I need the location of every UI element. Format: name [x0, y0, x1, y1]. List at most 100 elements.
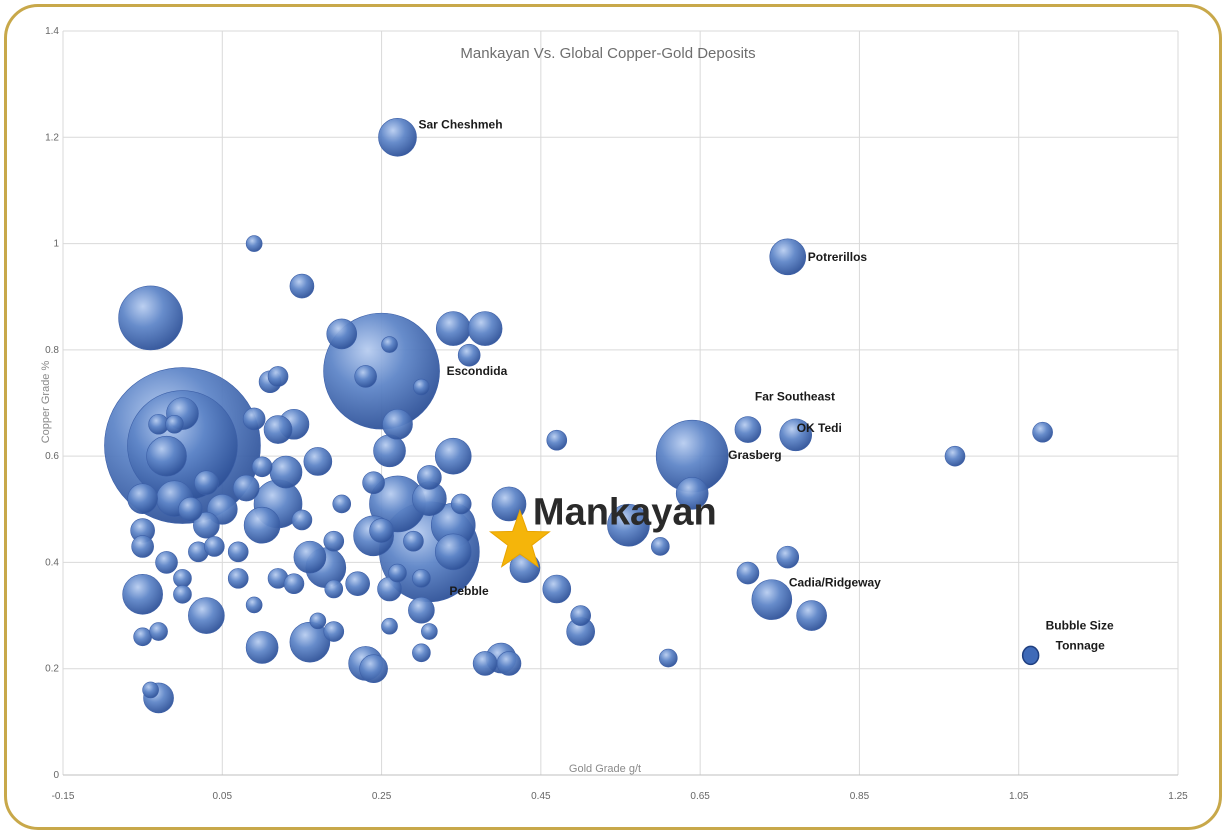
data-bubble	[779, 418, 813, 452]
legend: Bubble Size Tonnage	[1021, 618, 1114, 666]
y-tick-label: 0	[53, 770, 59, 781]
data-bubble	[417, 465, 442, 490]
y-tick-label: 1.4	[45, 26, 59, 37]
data-bubble	[434, 533, 472, 571]
x-tick-label: 0.05	[213, 791, 233, 802]
data-bubble	[127, 483, 158, 514]
data-bubble	[243, 506, 281, 544]
data-bubble	[658, 648, 678, 668]
data-bubble	[362, 471, 385, 495]
data-bubble	[491, 486, 527, 522]
data-bubble	[345, 571, 370, 596]
x-tick-label: 0.45	[531, 791, 551, 802]
legend-bubble	[1021, 645, 1040, 666]
data-bubble	[149, 622, 168, 641]
data-bubble	[118, 285, 183, 351]
bubble-label: Pebble	[449, 584, 489, 598]
data-bubble	[289, 273, 315, 299]
data-bubble	[388, 563, 407, 583]
data-bubble	[413, 378, 430, 396]
legend-label-line1: Bubble Size	[1046, 618, 1114, 632]
data-bubble	[332, 494, 352, 514]
data-bubble	[289, 621, 331, 663]
data-bubble	[359, 654, 388, 684]
data-bubble	[323, 621, 345, 642]
data-bubble	[133, 627, 152, 647]
data-bubble	[173, 585, 192, 604]
x-tick-label: -0.15	[52, 791, 75, 802]
data-bubble	[1032, 421, 1053, 443]
data-bubble	[944, 445, 966, 467]
data-bubble	[412, 643, 431, 663]
y-tick-label: 0.6	[45, 451, 59, 462]
gold-rounded-frame	[4, 4, 1222, 830]
data-bubble	[651, 537, 670, 556]
data-bubble	[283, 573, 305, 594]
data-bubble	[326, 318, 358, 350]
data-bubble	[403, 530, 424, 552]
data-bubble	[267, 366, 289, 387]
data-bubble	[373, 434, 406, 468]
data-bubble	[457, 343, 481, 367]
x-tick-label: 1.05	[1009, 791, 1029, 802]
data-bubble	[142, 681, 159, 699]
y-tick-label: 0.8	[45, 345, 59, 356]
bubble-label: Escondida	[447, 364, 508, 378]
data-bubble	[291, 509, 313, 531]
data-bubble	[303, 447, 333, 476]
data-bubble	[188, 597, 225, 634]
data-bubble	[354, 365, 377, 388]
data-bubble	[245, 631, 279, 664]
data-bubble	[131, 535, 154, 558]
data-bubble	[309, 612, 327, 630]
data-bubble	[412, 569, 431, 588]
data-bubble	[421, 623, 438, 640]
data-bubble	[173, 569, 192, 588]
data-bubble	[146, 435, 187, 477]
data-bubble	[434, 437, 472, 475]
data-bubble	[165, 414, 184, 434]
y-axis-title: Copper Grade %	[40, 361, 52, 444]
data-bubble	[570, 605, 591, 626]
data-bubble	[542, 574, 572, 604]
y-tick-label: 1	[53, 239, 59, 250]
data-bubble	[467, 311, 503, 346]
data-bubble	[776, 545, 800, 569]
legend-label-line2: Tonnage	[1056, 638, 1105, 652]
data-bubble	[242, 407, 266, 431]
mankayan-label: Mankayan	[533, 491, 717, 533]
bubble-label: Far Southeast	[755, 390, 835, 404]
x-axis-title: Gold Grade g/t	[569, 763, 641, 775]
data-bubble	[751, 579, 793, 620]
data-bubble	[263, 415, 293, 444]
mankayan-star-marker	[488, 508, 551, 568]
data-bubble	[155, 551, 178, 574]
data-bubble	[323, 530, 345, 552]
data-bubble	[382, 408, 413, 440]
data-bubble	[194, 470, 219, 496]
x-tick-label: 0.65	[690, 791, 710, 802]
data-bubble	[675, 477, 709, 510]
bubble-label: Cadia/Ridgeway	[789, 576, 881, 590]
data-bubble	[245, 235, 263, 252]
data-bubble	[204, 536, 225, 557]
labels-layer: Sar Cheshmeh Potrerillos Escondida Far Sout…	[419, 117, 882, 598]
data-bubble	[178, 496, 203, 522]
data-bubble	[796, 600, 827, 631]
data-bubble	[734, 416, 762, 443]
bubble-label: OK Tedi	[797, 421, 842, 435]
data-bubble	[227, 541, 249, 563]
data-bubble	[546, 429, 568, 451]
data-bubble	[324, 579, 344, 599]
x-tick-label: 0.25	[372, 791, 392, 802]
bubble-label: Sar Cheshmeh	[419, 117, 503, 131]
y-tick-label: 1.2	[45, 132, 59, 143]
data-bubble	[122, 574, 163, 615]
highlight-layer: Mankayan	[488, 491, 717, 568]
data-bubble	[227, 568, 249, 589]
data-bubble	[450, 493, 472, 515]
bubble-label: Potrerillos	[808, 250, 868, 264]
bubbles-layer	[104, 117, 1053, 714]
data-bubble	[193, 511, 220, 539]
x-tick-label: 0.85	[850, 791, 870, 802]
